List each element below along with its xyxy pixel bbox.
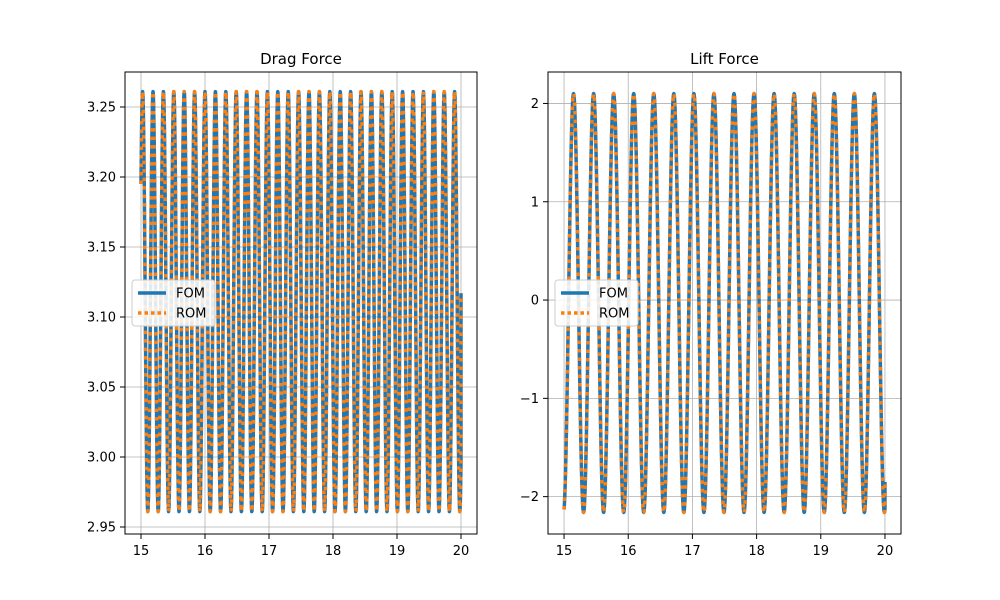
drag-x-tick-label: 18 xyxy=(325,544,342,559)
drag-y-tick-label: 3.15 xyxy=(87,241,116,256)
lift-y-tick-label: −1 xyxy=(520,392,539,407)
lift-x-tick-label: 19 xyxy=(812,544,829,559)
lift-legend: FOM ROM xyxy=(554,279,639,327)
lift-x-tick-label: 16 xyxy=(620,544,637,559)
drag-x-tick-label: 20 xyxy=(453,544,470,559)
lift-y-tick-label: 1 xyxy=(531,195,539,210)
drag-force-panel: 15 16 17 18 19 20 2.95 3.00 3.05 3.10 3.15 3.20 3.25… xyxy=(87,50,478,559)
drag-legend-label-rom: ROM xyxy=(176,307,206,322)
lift-axes-frame xyxy=(547,71,902,535)
lift-x-tick-label: 17 xyxy=(684,544,701,559)
lift-y-tick-label: 0 xyxy=(531,294,539,309)
lift-y-tick-label: 2 xyxy=(531,97,539,112)
drag-y-tick-label: 3.20 xyxy=(87,171,116,186)
lift-chart-title: Lift Force xyxy=(690,50,759,68)
lift-force-panel: 15 16 17 18 19 20 −2 −1 0 1 2 Lift Force FOM ROM xyxy=(520,50,902,559)
drag-legend-label-fom: FOM xyxy=(176,287,205,302)
lift-x-tick-label: 20 xyxy=(877,544,894,559)
lift-legend-label-rom: ROM xyxy=(599,307,629,322)
lift-series-rom-line xyxy=(562,91,887,515)
drag-y-tick-label: 2.95 xyxy=(87,521,116,536)
drag-legend: FOM ROM xyxy=(131,279,216,327)
drag-chart-title: Drag Force xyxy=(260,50,342,68)
drag-y-tick-label: 3.25 xyxy=(87,101,116,116)
drag-axes-frame xyxy=(124,71,478,535)
drag-y-tick-label: 3.00 xyxy=(87,451,116,466)
lift-legend-label-fom: FOM xyxy=(599,287,628,302)
lift-y-tick-label: −2 xyxy=(520,490,539,505)
drag-series-rom-line xyxy=(139,89,463,514)
drag-y-tick-label: 3.10 xyxy=(87,311,116,326)
drag-x-tick-label: 19 xyxy=(389,544,406,559)
drag-y-tick-label: 3.05 xyxy=(87,381,116,396)
lift-x-tick-label: 18 xyxy=(748,544,765,559)
drag-x-tick-label: 15 xyxy=(133,544,150,559)
lift-x-tick-label: 15 xyxy=(556,544,573,559)
drag-x-tick-label: 17 xyxy=(261,544,278,559)
drag-x-tick-label: 16 xyxy=(197,544,214,559)
